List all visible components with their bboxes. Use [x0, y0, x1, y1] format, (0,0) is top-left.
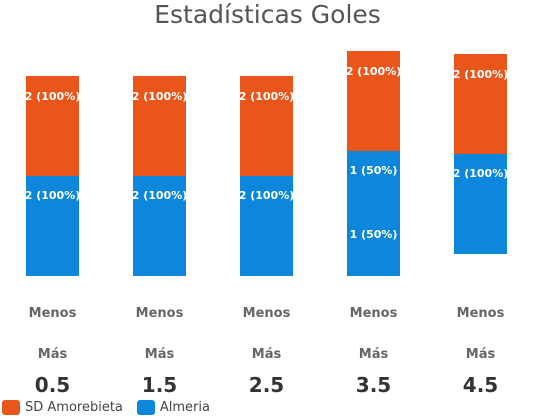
stacked-bar-chart: 2 (100%) 2 (100%) Menos Más 0.5 2 (100%) 2 (10…: [25, 51, 509, 397]
category-label-top-3: Menos: [350, 306, 398, 321]
data-label-almeria-0: 2 (100%): [25, 189, 81, 202]
data-label-almeria-3-1: 1 (50%): [350, 228, 398, 241]
category-label-mid-3: Más: [359, 347, 389, 362]
bar-almeria-0[interactable]: [26, 176, 79, 276]
data-label-sd-amorebieta-4: 2 (100%): [453, 68, 509, 81]
data-label-almeria-2: 2 (100%): [239, 189, 295, 202]
data-label-sd-amorebieta-1: 2 (100%): [132, 90, 188, 103]
category-label-mid-2: Más: [252, 347, 282, 362]
category-label-num-2: 2.5: [249, 373, 284, 397]
bar-almeria-3[interactable]: [347, 151, 400, 276]
category-label-top-0: Menos: [29, 306, 77, 321]
bar-almeria-2[interactable]: [240, 176, 293, 276]
category-label-num-0: 0.5: [35, 373, 70, 397]
data-label-almeria-1: 2 (100%): [132, 189, 188, 202]
legend-item-almeria[interactable]: Almeria: [136, 400, 210, 415]
category-label-mid-0: Más: [38, 347, 68, 362]
bar-almeria-1[interactable]: [133, 176, 186, 276]
category-label-num-1: 1.5: [142, 373, 177, 397]
category-label-num-4: 4.5: [463, 373, 498, 397]
bar-sd-amorebieta-0[interactable]: [26, 76, 79, 176]
legend: SD Amorebieta Almeria: [2, 400, 210, 415]
data-label-almeria-3-0: 1 (50%): [350, 164, 398, 177]
category-label-top-2: Menos: [243, 306, 291, 321]
bar-sd-amorebieta-1[interactable]: [133, 76, 186, 176]
bar-sd-amorebieta-2[interactable]: [240, 76, 293, 176]
category-label-top-1: Menos: [136, 306, 184, 321]
data-label-sd-amorebieta-2: 2 (100%): [239, 90, 295, 103]
data-label-almeria-4: 2 (100%): [453, 167, 509, 180]
legend-label-almeria: Almeria: [159, 400, 210, 415]
data-label-sd-amorebieta-0: 2 (100%): [25, 90, 81, 103]
bar-sd-amorebieta-4[interactable]: [454, 54, 507, 154]
legend-swatch-sd-amorebieta: [2, 400, 20, 415]
legend-label-sd-amorebieta: SD Amorebieta: [25, 400, 123, 415]
legend-item-sd-amorebieta[interactable]: SD Amorebieta: [2, 400, 123, 415]
category-label-mid-4: Más: [466, 347, 496, 362]
category-label-top-4: Menos: [457, 306, 505, 321]
category-label-num-3: 3.5: [356, 373, 391, 397]
bar-sd-amorebieta-3[interactable]: [347, 51, 400, 151]
chart-title: Estadísticas Goles: [154, 0, 381, 29]
bar-almeria-4[interactable]: [454, 154, 507, 254]
category-label-mid-1: Más: [145, 347, 175, 362]
data-label-sd-amorebieta-3: 2 (100%): [346, 65, 402, 78]
legend-swatch-almeria: [136, 400, 155, 415]
